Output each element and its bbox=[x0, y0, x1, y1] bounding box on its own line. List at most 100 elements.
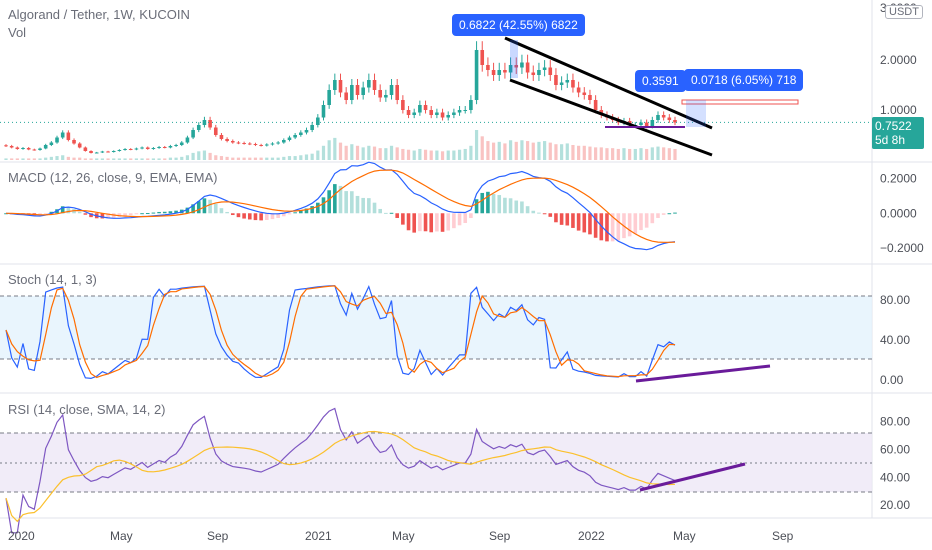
volume-bar bbox=[423, 149, 428, 160]
candle-body bbox=[247, 143, 252, 145]
volume-bar bbox=[605, 148, 609, 160]
currency-button[interactable]: USDT bbox=[885, 5, 923, 19]
candle-body bbox=[435, 112, 439, 115]
candle-body bbox=[100, 151, 105, 153]
macd-histogram-bar bbox=[174, 210, 178, 214]
macd-histogram-bar bbox=[486, 191, 490, 214]
drawings bbox=[504, 36, 799, 492]
volume-bar bbox=[435, 150, 439, 160]
volume-bar bbox=[344, 145, 348, 160]
stoch-d-line bbox=[5, 285, 676, 379]
macd-histogram-bar bbox=[440, 213, 445, 232]
macd-histogram-bar bbox=[661, 213, 666, 215]
macd-series bbox=[4, 161, 677, 251]
macd-histogram-bar bbox=[162, 211, 167, 214]
candle-body bbox=[264, 144, 269, 146]
volume-bars bbox=[4, 130, 677, 160]
volume-bar bbox=[61, 155, 65, 160]
candle-body bbox=[423, 105, 428, 110]
volume-bar bbox=[452, 150, 456, 160]
measure-label-1[interactable]: 0.6822 (42.55%) 6822 bbox=[452, 14, 585, 36]
macd-histogram-bar bbox=[480, 192, 485, 214]
macd-histogram-bar bbox=[423, 213, 428, 232]
volume-bar bbox=[157, 158, 161, 160]
time-axis-tick: 2022 bbox=[578, 529, 605, 543]
volume-bar bbox=[106, 158, 110, 160]
macd-histogram-bar bbox=[406, 213, 411, 231]
volume-bar bbox=[338, 142, 343, 160]
volume-bar bbox=[219, 156, 224, 160]
macd-histogram-bar bbox=[514, 200, 519, 214]
macd-histogram-bar bbox=[378, 208, 382, 214]
candle-body bbox=[134, 148, 139, 150]
candle-body bbox=[43, 145, 48, 149]
candle-body bbox=[491, 70, 496, 75]
measure-label-3[interactable]: 0.0718 (6.05%) 718 bbox=[684, 69, 804, 91]
candle-body bbox=[77, 143, 82, 148]
measure-label-2[interactable]: 0.3591 bbox=[635, 70, 686, 92]
volume-bar bbox=[321, 145, 326, 160]
volume-bar bbox=[440, 151, 445, 160]
macd-histogram-bar bbox=[372, 202, 377, 214]
macd-histogram-bar bbox=[571, 213, 575, 228]
macd-histogram-bar bbox=[554, 213, 558, 223]
macd-line bbox=[5, 161, 676, 251]
macd-histogram-bar bbox=[503, 197, 507, 214]
rsi-line bbox=[5, 407, 676, 534]
macd-histogram-bar bbox=[134, 213, 139, 215]
candle-body bbox=[282, 140, 286, 143]
macd-histogram-bar bbox=[225, 211, 229, 214]
candle-body bbox=[525, 62, 530, 73]
rsi-axis-tick: 40.00 bbox=[880, 470, 910, 484]
macd-histogram-bar bbox=[338, 185, 343, 214]
macd-histogram-bar bbox=[157, 211, 161, 214]
candle-body bbox=[644, 122, 649, 126]
macd-histogram-bar bbox=[321, 197, 326, 214]
candle-body bbox=[299, 132, 303, 135]
macd-histogram-bar bbox=[299, 210, 303, 214]
candle-body bbox=[514, 65, 519, 68]
volume-bar bbox=[406, 149, 411, 160]
macd-histogram-bar bbox=[355, 195, 360, 214]
time-axis-tick: May bbox=[392, 529, 415, 543]
macd-histogram-bar bbox=[77, 211, 82, 214]
volume-bar bbox=[174, 157, 178, 160]
candle-body bbox=[503, 70, 507, 73]
volume-bar bbox=[662, 147, 666, 160]
candle-body bbox=[145, 147, 150, 149]
volume-bar bbox=[146, 158, 150, 160]
volume-bar bbox=[384, 148, 388, 160]
volume-bar bbox=[469, 145, 473, 160]
volume-bar bbox=[83, 158, 87, 160]
measure-range-2 bbox=[686, 100, 706, 127]
candle-body bbox=[639, 122, 643, 125]
macd-histogram-bar bbox=[100, 213, 105, 219]
candle-body bbox=[463, 110, 468, 111]
macd-histogram-bar bbox=[49, 211, 54, 214]
volume-bar bbox=[372, 146, 377, 160]
macd-histogram-bar bbox=[219, 208, 224, 214]
macd-histogram-bar bbox=[140, 213, 144, 215]
volume-bar bbox=[32, 158, 36, 160]
volume-bar bbox=[599, 147, 603, 160]
stoch-title: Stoch (14, 1, 3) bbox=[8, 272, 97, 287]
volume-bar bbox=[571, 145, 575, 160]
macd-histogram-bar bbox=[83, 213, 88, 215]
macd-histogram-bar bbox=[202, 198, 207, 214]
macd-histogram-bar bbox=[531, 210, 536, 214]
candle-body bbox=[270, 143, 275, 145]
macd-histogram-bar bbox=[128, 213, 133, 216]
volume-bar bbox=[299, 155, 303, 160]
candle-body bbox=[452, 112, 456, 115]
candle-body bbox=[174, 145, 178, 146]
macd-histogram-bar bbox=[293, 212, 297, 214]
macd-histogram-bar bbox=[151, 212, 156, 214]
volume-bar bbox=[577, 145, 581, 160]
candle-body bbox=[140, 147, 144, 149]
volume-bar bbox=[633, 148, 637, 160]
volume-bar bbox=[367, 145, 371, 160]
candle-body bbox=[26, 148, 31, 150]
macd-histogram-bar bbox=[316, 202, 320, 214]
candle-body bbox=[179, 142, 184, 145]
